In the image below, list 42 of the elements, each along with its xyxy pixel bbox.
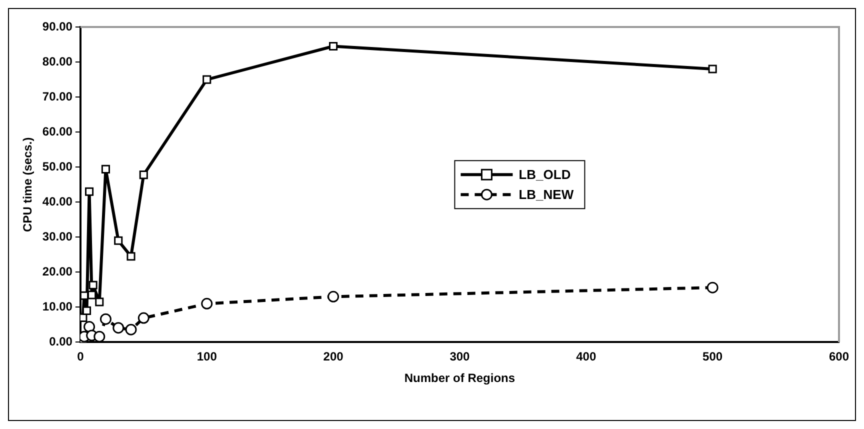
point bbox=[201, 298, 213, 310]
x-tick-label: 300 bbox=[450, 350, 470, 364]
point bbox=[202, 75, 212, 84]
y-tick-label: 0.00 bbox=[49, 334, 73, 349]
x-tick-label: 200 bbox=[323, 350, 344, 364]
x-tick-label: 0 bbox=[77, 350, 84, 364]
point bbox=[139, 170, 148, 180]
x-tick-label: 400 bbox=[576, 350, 596, 364]
legend-label: LB_NEW bbox=[518, 187, 574, 202]
point bbox=[100, 313, 112, 325]
point bbox=[125, 324, 137, 336]
point bbox=[84, 187, 94, 196]
point bbox=[95, 298, 104, 306]
x-tick-label: 500 bbox=[702, 350, 723, 364]
x-tick-label: 600 bbox=[828, 350, 850, 364]
point bbox=[706, 282, 718, 294]
y-tick-label: 20.00 bbox=[42, 264, 73, 278]
point bbox=[114, 236, 123, 245]
y-tick-label: 70.00 bbox=[42, 89, 73, 104]
point bbox=[328, 290, 340, 302]
y-tick-label: 50.00 bbox=[42, 159, 73, 174]
point bbox=[138, 312, 150, 324]
y-axis-title: CPU time (secs.) bbox=[20, 137, 35, 232]
point bbox=[708, 64, 717, 74]
x-tick-label: 100 bbox=[196, 350, 218, 364]
y-tick-label: 40.00 bbox=[42, 194, 73, 208]
y-tick-label: 90.00 bbox=[42, 19, 73, 34]
point bbox=[88, 280, 98, 290]
point bbox=[88, 290, 96, 300]
point bbox=[126, 252, 136, 261]
x-axis-title: Number of Regions bbox=[404, 371, 516, 386]
point bbox=[101, 164, 110, 174]
point bbox=[94, 330, 106, 342]
point bbox=[329, 42, 338, 51]
y-tick-label: 30.00 bbox=[42, 229, 73, 244]
y-tick-label: 60.00 bbox=[42, 124, 73, 138]
point bbox=[82, 306, 92, 315]
legend-label: LB_OLD bbox=[518, 167, 571, 182]
point bbox=[112, 322, 124, 334]
y-tick-label: 80.00 bbox=[42, 54, 73, 68]
point bbox=[84, 321, 96, 333]
y-tick-label: 10.00 bbox=[42, 299, 73, 314]
